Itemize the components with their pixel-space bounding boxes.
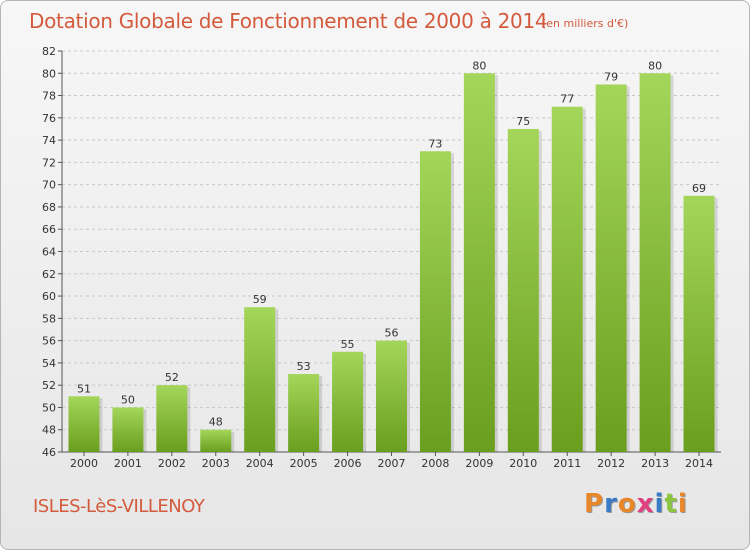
y-tick-label: 58	[42, 312, 56, 325]
x-tick-label: 2012	[597, 457, 625, 470]
data-label: 48	[209, 416, 223, 429]
axes: 46 48 50 52 54 56 58 60 62 64 66 68 70 72 74 76 78 80 82 20…	[42, 45, 721, 470]
x-tick-label: 2002	[158, 457, 186, 470]
y-tick-label: 64	[42, 246, 56, 259]
data-label: 73	[428, 137, 442, 150]
y-tick-label: 46	[42, 446, 56, 459]
x-tick-label: 2004	[246, 457, 274, 470]
data-label: 53	[297, 360, 311, 373]
bar-2000	[68, 396, 100, 452]
bar-2008	[419, 151, 451, 452]
y-tick-label: 78	[42, 90, 56, 103]
x-tick-label: 2009	[465, 457, 493, 470]
y-tick-label: 74	[42, 134, 56, 147]
x-tick-label: 2011	[553, 457, 581, 470]
logo-letter: r	[604, 489, 618, 519]
x-tick-label: 2001	[114, 457, 142, 470]
chart-subtitle: (en milliers d'€)	[542, 17, 629, 30]
data-label: 80	[648, 59, 662, 72]
x-tick-label: 2010	[509, 457, 537, 470]
bar-2001	[112, 407, 144, 452]
x-tick-label: 2013	[641, 457, 669, 470]
x-tick-label: 2007	[378, 457, 406, 470]
data-label: 80	[472, 59, 486, 72]
logo-letter: P	[584, 489, 605, 519]
data-label: 55	[341, 338, 355, 351]
bar-2004	[244, 307, 276, 452]
y-tick-label: 54	[42, 357, 56, 370]
x-tick-label: 2014	[685, 457, 713, 470]
data-label: 56	[385, 327, 399, 340]
bar-2014	[683, 195, 715, 453]
x-tick-label: 2008	[421, 457, 449, 470]
bar-2010	[507, 128, 539, 452]
logo-letter: x	[636, 489, 655, 519]
y-tick-label: 62	[42, 268, 56, 281]
y-tick-label: 70	[42, 179, 56, 192]
data-label: 59	[253, 293, 267, 306]
data-label: 50	[121, 393, 135, 406]
logo-letter: i	[677, 489, 688, 519]
logo-letter: i	[654, 489, 665, 519]
logo-letter: o	[617, 489, 637, 519]
data-labels: 51 50 52 48 59 53 55 56 73 80 75 77 79 80 69	[77, 59, 706, 428]
y-tick-label: 80	[42, 67, 56, 80]
chart-title: Dotation Globale de Fonctionnement de 20…	[29, 9, 548, 33]
y-tick-label: 52	[42, 379, 56, 392]
data-label: 77	[560, 93, 574, 106]
bar-2003	[200, 429, 232, 452]
logo-letter: t	[664, 489, 678, 519]
data-label: 69	[692, 182, 706, 195]
bars	[68, 73, 718, 453]
bar-2013	[639, 73, 671, 453]
y-tick-label: 68	[42, 201, 56, 214]
bar-2002	[156, 385, 188, 452]
y-tick-label: 82	[42, 45, 56, 58]
proxiti-logo: Proxiti	[584, 489, 688, 519]
x-tick-label: 2003	[202, 457, 230, 470]
y-tick-label: 66	[42, 223, 56, 236]
municipality-name: ISLES-LèS-VILLENOY	[33, 496, 205, 517]
y-tick-label: 76	[42, 112, 56, 125]
data-label: 79	[604, 70, 618, 83]
y-tick-label: 48	[42, 424, 56, 437]
data-label: 51	[77, 382, 91, 395]
bar-2009	[463, 73, 495, 453]
data-label: 75	[516, 115, 530, 128]
x-tick-label: 2005	[290, 457, 318, 470]
bar-2005	[288, 374, 320, 452]
y-tick-label: 56	[42, 335, 56, 348]
bar-2011	[551, 106, 583, 452]
bar-2006	[332, 351, 364, 452]
y-tick-label: 72	[42, 156, 56, 169]
y-tick-label: 60	[42, 290, 56, 303]
x-tick-label: 2000	[70, 457, 98, 470]
bar-2012	[595, 84, 627, 453]
x-tick-label: 2006	[334, 457, 362, 470]
data-label: 52	[165, 371, 179, 384]
bar-2007	[376, 340, 407, 452]
y-tick-label: 50	[42, 401, 56, 414]
